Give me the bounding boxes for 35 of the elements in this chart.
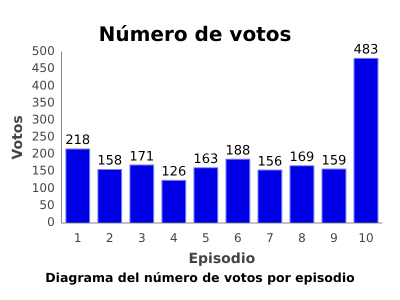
data-label: 158 [97, 154, 122, 169]
x-tick-label: 7 [266, 231, 274, 246]
text: Diagrama del número de votos por episodio [44, 270, 356, 285]
y-axis-title: Votos [10, 115, 26, 160]
x-tick-label: 10 [358, 231, 374, 246]
x-tick-label: 1 [74, 231, 82, 246]
y-tick-label: 150 [32, 164, 55, 178]
y-tick-label: 250 [32, 130, 55, 144]
x-tick-label: 8 [298, 231, 306, 246]
x-axis-title: Episodio [188, 251, 256, 268]
data-label: 218 [65, 133, 90, 148]
x-tick-label: 6 [234, 231, 242, 246]
y-tick-label: 400 [32, 78, 55, 92]
data-label: 188 [225, 143, 250, 158]
y-tick-label: 500 [32, 44, 55, 58]
data-label: 171 [129, 149, 154, 164]
x-tick-label: 3 [138, 231, 146, 246]
data-label: 156 [257, 154, 282, 170]
y-tick-label: 100 [32, 180, 55, 195]
y-tick-label: 200 [32, 146, 55, 161]
x-tick-label: 9 [330, 231, 338, 246]
data-label: 159 [322, 153, 346, 168]
y-tick-label: 350 [32, 95, 55, 110]
y-tick-label: 0 [47, 214, 55, 229]
data-label: 163 [193, 152, 218, 167]
x-tick-label: 2 [106, 231, 114, 246]
data-label: 483 [354, 42, 378, 58]
data-label: 169 [290, 150, 314, 165]
x-tick-label: 4 [170, 231, 178, 246]
y-tick-label: 50 [39, 198, 55, 212]
y-tick-label: 300 [32, 112, 55, 126]
chart-title: Número de votos [98, 22, 292, 46]
data-label: 126 [161, 164, 186, 180]
y-tick-label: 450 [32, 61, 55, 76]
x-tick-label: 5 [202, 231, 210, 246]
